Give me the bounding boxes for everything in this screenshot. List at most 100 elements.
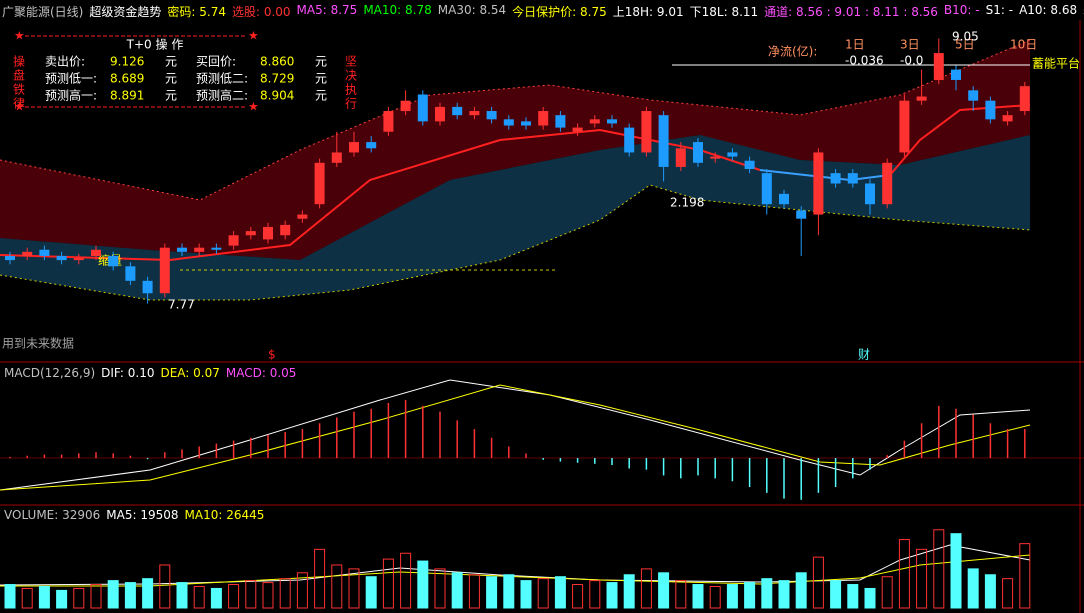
- volume-bar: [193, 585, 205, 609]
- volume-bar: [830, 580, 842, 609]
- volume-bar: [73, 587, 85, 609]
- header-item: 广聚能源(日线): [2, 5, 84, 19]
- candle-body: [211, 247, 222, 250]
- t0-unit: 元: [315, 72, 327, 86]
- candle-body: [469, 111, 480, 116]
- header-item: 通道: 8.56 : 9.01 : 8.11 : 8.56: [764, 5, 938, 19]
- candle-body: [951, 69, 961, 80]
- candle-body: [142, 280, 153, 294]
- t0-value: 9.126: [110, 55, 144, 69]
- volume-bar: [675, 580, 687, 609]
- header-item: MA10: 8.78: [363, 3, 432, 17]
- annotation: 7.77: [168, 298, 195, 312]
- flow-value: -0.0: [900, 54, 923, 68]
- volume-bar: [589, 580, 601, 609]
- volume-bar: [365, 576, 377, 609]
- macd-header: MACD(12,26,9) DIF: 0.10 DEA: 0.07 MACD: 0.0…: [4, 366, 296, 380]
- header-item: MA5: 8.75: [296, 3, 358, 17]
- candle-body: [108, 255, 119, 267]
- volume-bar: [400, 552, 412, 609]
- t0-right: 坚决执行: [344, 55, 358, 111]
- header-item: 下18L: 8.11: [689, 5, 759, 19]
- candle-body: [779, 193, 789, 205]
- lower-band: [0, 135, 1030, 300]
- volume-bar: [778, 580, 790, 609]
- volume-bar: [898, 539, 910, 609]
- candle-body: [263, 226, 273, 240]
- candle-body: [555, 115, 566, 128]
- annotation: 用到未来数据: [2, 336, 74, 351]
- volume-bar: [331, 564, 343, 609]
- candle-body: [159, 247, 170, 294]
- volume-bar: [124, 582, 136, 609]
- volume-bar: [950, 533, 962, 609]
- macd-label: DEA: 0.07: [160, 366, 220, 380]
- volume-bar: [812, 556, 824, 609]
- volume-bar: [520, 580, 532, 609]
- star: ★: [248, 100, 259, 114]
- candle-body: [933, 53, 944, 80]
- t0-label: 卖出价:: [45, 55, 85, 69]
- volume-bar: [933, 529, 945, 609]
- candle-body: [589, 119, 600, 124]
- t0-left: 操盘铁律: [12, 54, 26, 111]
- ma-line: [0, 128, 761, 262]
- flow-period: 1日: [845, 38, 865, 52]
- volume-bar: [692, 584, 704, 609]
- macd-label: MACD: 0.05: [225, 366, 297, 380]
- volume-bar: [726, 584, 738, 609]
- lower-line: [0, 184, 1031, 301]
- star: ★: [248, 29, 259, 43]
- volume-bar: [623, 574, 635, 609]
- candle-body: [727, 152, 738, 157]
- star: ★: [14, 29, 25, 43]
- volume-header: VOLUME: 32906 MA5: 19508 MA10: 26445: [4, 508, 264, 522]
- volume-bar: [537, 578, 549, 609]
- volume-bar: [382, 558, 394, 609]
- candle-body: [22, 251, 33, 256]
- candle-body: [761, 173, 772, 205]
- t0-unit: 元: [165, 72, 177, 86]
- t0-unit: 元: [315, 55, 327, 69]
- volume-bar: [881, 576, 893, 609]
- flow-label: 净流(亿):: [768, 44, 817, 59]
- star: ★: [14, 100, 25, 114]
- candle-body: [847, 173, 858, 184]
- candle-body: [607, 119, 617, 124]
- t0-unit: 元: [165, 55, 177, 69]
- t0-value: 8.904: [260, 89, 294, 103]
- candle-body: [280, 224, 291, 236]
- candle-body: [73, 258, 84, 261]
- flow-period: 10日: [1010, 38, 1037, 52]
- candle-body: [968, 90, 979, 101]
- candle-body: [624, 127, 635, 153]
- candle-body: [349, 142, 359, 153]
- candle-body: [486, 111, 497, 120]
- volume-bar: [107, 580, 119, 609]
- candle-body: [916, 96, 927, 101]
- volume-bar: [142, 578, 154, 609]
- upper-band: [0, 40, 1030, 260]
- t0-label: 预测高二:: [196, 88, 248, 103]
- volume-bar: [606, 582, 618, 609]
- t0-value: 8.729: [260, 72, 294, 86]
- t0-title: T+0 操 作: [126, 37, 184, 52]
- macd-label: MACD(12,26,9): [4, 366, 96, 380]
- volume-bar: [176, 582, 188, 609]
- volume-bar: [228, 584, 240, 609]
- t0-value: 8.689: [110, 72, 144, 86]
- candle-body: [899, 100, 910, 153]
- header-item: B10: -: [943, 3, 980, 17]
- candle-body: [417, 94, 428, 122]
- volume-bar: [417, 560, 429, 609]
- volume-bar: [451, 572, 463, 609]
- t0-unit: 元: [165, 89, 177, 103]
- header-item: S1: -: [985, 3, 1014, 17]
- candle-body: [813, 152, 824, 215]
- candle-body: [228, 235, 239, 246]
- candle-body: [1019, 86, 1030, 112]
- candle-body: [383, 111, 394, 132]
- volume-bar: [468, 574, 480, 609]
- volume-bar: [262, 582, 274, 609]
